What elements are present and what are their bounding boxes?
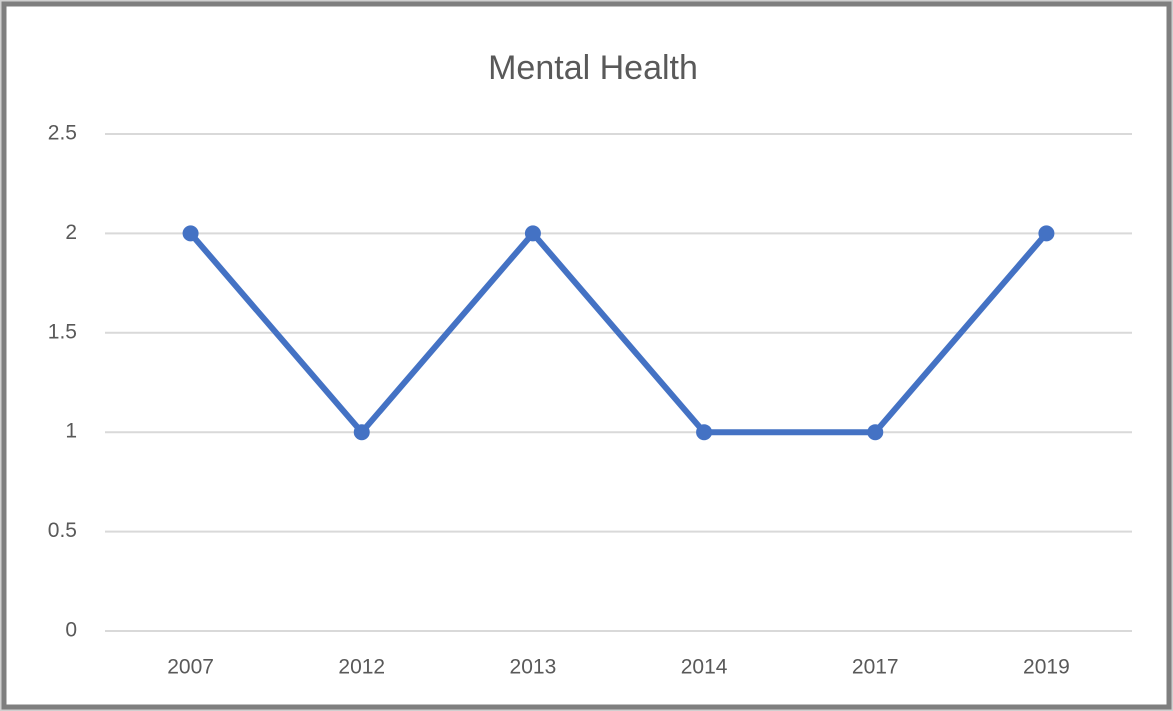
point [182,225,199,242]
x-tick-label: 2012 [338,656,385,679]
point [353,424,370,441]
x-tick-label: 2017 [852,656,899,679]
x-tick-label: 2007 [167,656,214,679]
point [867,424,884,441]
point [524,225,541,242]
point [1038,225,1055,242]
y-tick-label: 2 [65,221,77,244]
x-tick-label: 2019 [1023,656,1070,679]
x-tick-label: 2014 [681,656,728,679]
y-tick-label: 1 [65,420,77,443]
x-tick-label: 2013 [510,656,557,679]
point [696,424,713,441]
y-tick-label: 1.5 [48,320,77,343]
series-line [188,230,1049,436]
chart-title: Mental Health [488,49,698,87]
y-tick-label: 0.5 [48,519,77,542]
y-tick-label: 2.5 [48,122,77,145]
y-tick-label: 0 [65,619,77,642]
